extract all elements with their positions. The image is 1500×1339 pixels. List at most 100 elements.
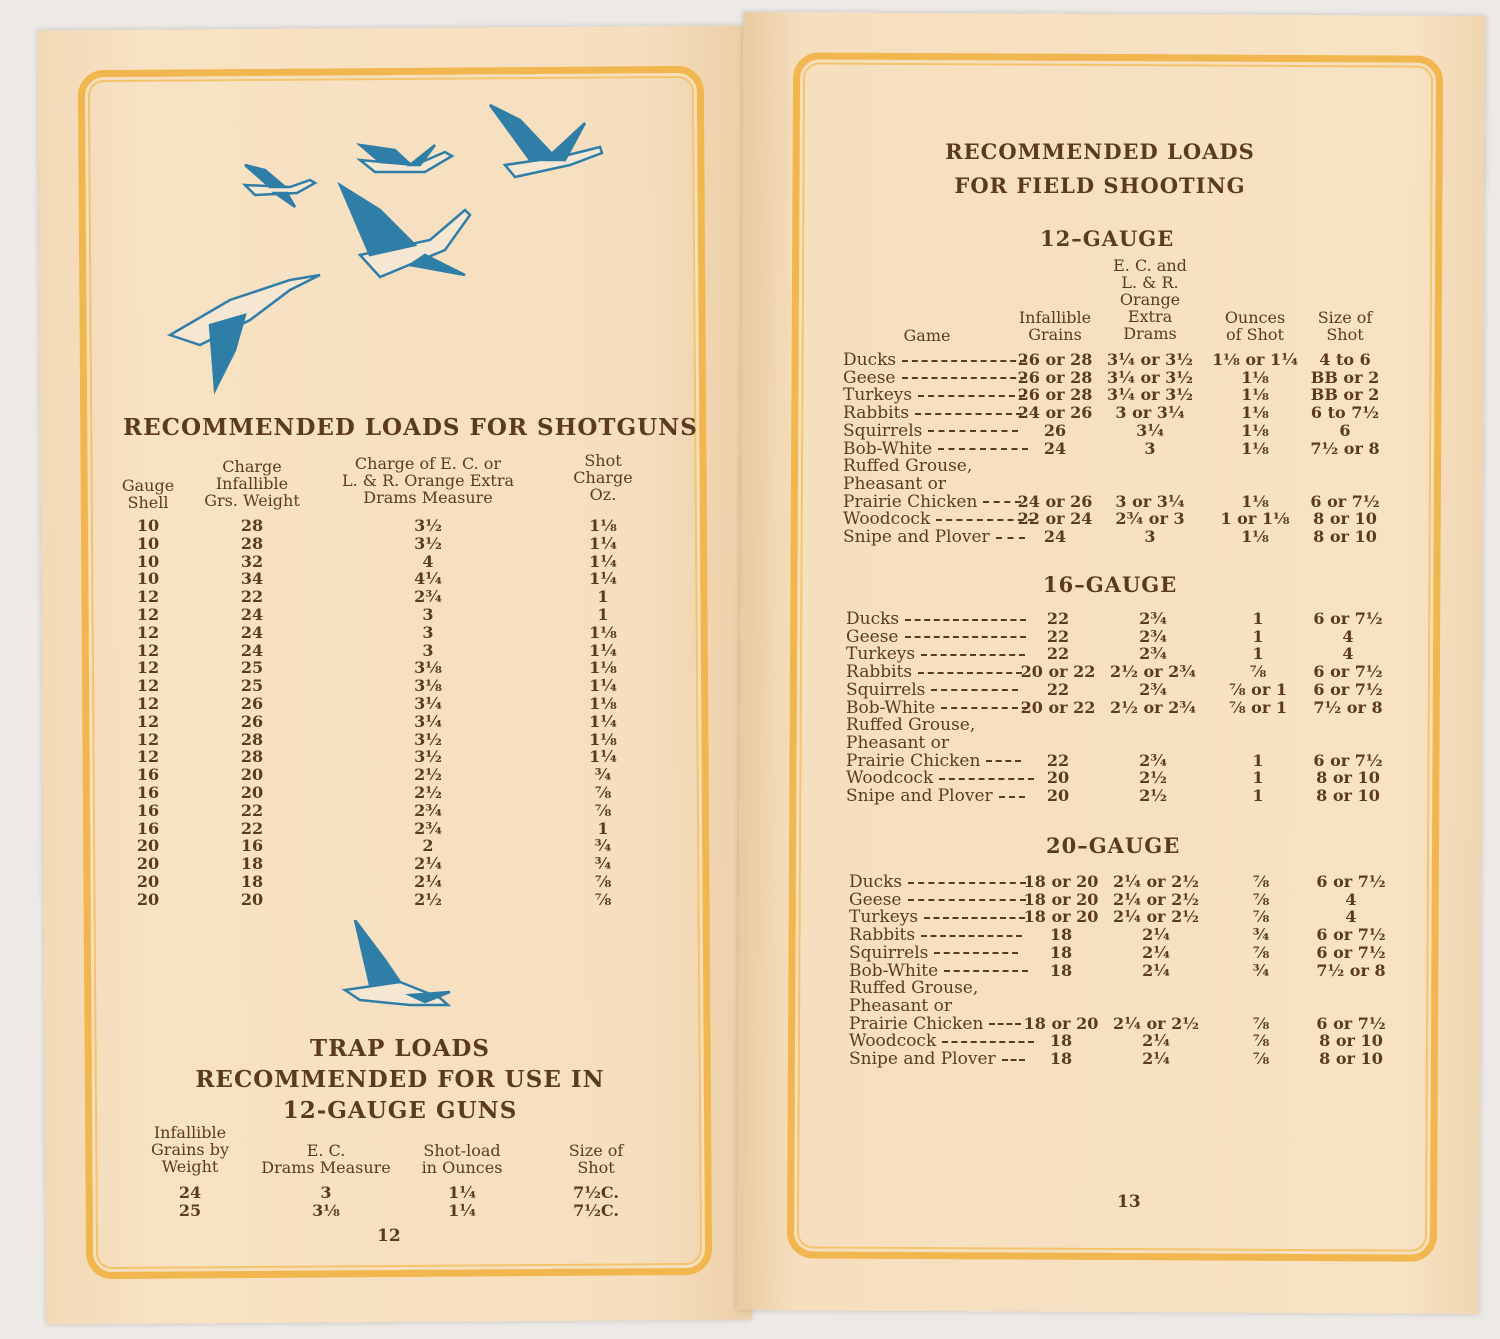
game-name: Rabbits <box>849 926 1022 944</box>
table-cell: ⅞ or 1 <box>1229 697 1287 717</box>
table-cell: ⅞ <box>1252 1049 1270 1068</box>
flying-goose-icon <box>341 920 452 1007</box>
title-line: RECOMMENDED LOADS <box>945 139 1255 164</box>
table-cell: 1⅛ <box>1241 403 1269 423</box>
table-cell: 12 <box>136 622 160 642</box>
table-cell: 3½ <box>414 516 442 535</box>
table-cell: 18 <box>240 872 264 891</box>
table-cell: 3 <box>1144 527 1156 546</box>
table-cell: 1⅛ <box>1241 385 1269 405</box>
table-cell: 1⅛ <box>1241 420 1269 440</box>
table-cell: 12 <box>136 694 160 713</box>
table-cell: 2¼ or 2½ <box>1113 889 1199 909</box>
column-header: Size of Shot <box>568 1141 624 1177</box>
leader-dots <box>938 448 1028 450</box>
table-cell: 3⅛ <box>414 658 442 678</box>
table-cell: 1⅛ <box>589 516 617 535</box>
table-cell: ⅞ <box>594 783 612 802</box>
table-cell: 3 <box>1144 438 1156 458</box>
leader-dots <box>1001 1058 1026 1061</box>
table-cell: 2 <box>422 836 434 856</box>
table-cell: 3 <box>320 1183 332 1202</box>
table-cell: 20 or 22 <box>1020 697 1096 717</box>
title-line: FOR FIELD SHOOTING <box>954 173 1246 198</box>
page-number: 13 <box>1117 1192 1141 1212</box>
table-cell: 12 <box>136 640 160 660</box>
table-cell: 4 to 6 <box>1319 350 1371 369</box>
table-row: 12 25 3⅛ 1¼ <box>0 677 1500 695</box>
table-row: Bob-White 20 or 22 2½ or 2¾ ⅞ or 1 7½ or 8 <box>0 697 1500 717</box>
game-name: Woodcock <box>843 510 1035 528</box>
table-row: Geese 22 2¾ 1 4 <box>0 627 1500 646</box>
leader-dots <box>904 636 1026 639</box>
table-cell: 20 <box>1046 768 1070 788</box>
flying-geese-icon <box>166 103 604 395</box>
table-cell: 24 <box>1043 438 1067 458</box>
table-cell: 20 <box>240 889 264 909</box>
table-cell: 20 <box>136 889 160 909</box>
table-row: 10 34 4¼ 1¼ <box>0 570 1500 588</box>
game-name: Ducks <box>846 610 1027 628</box>
table-cell: 6 or 7½ <box>1313 662 1383 682</box>
column-header: Shot Charge Oz. <box>573 451 633 504</box>
table-cell: 12 <box>136 587 160 607</box>
game-label: Pheasant or <box>849 995 952 1016</box>
leader-dots <box>921 934 1022 937</box>
game-name: Bob-White <box>843 440 1028 458</box>
table-cell: 3½ <box>414 747 442 767</box>
table-cell: ¾ <box>594 836 612 856</box>
table-cell: 8 or 10 <box>1316 786 1380 805</box>
table-row: Pheasant or <box>0 475 1500 493</box>
table-row: 12 28 3½ 1¼ <box>0 748 1500 766</box>
table-cell: 24 <box>240 640 264 660</box>
table-cell: 3⅛ <box>312 1201 340 1220</box>
table-row: Geese 18 or 20 2¼ or 2½ ⅞ 4 <box>0 889 1500 909</box>
table-cell: 1 <box>1252 609 1264 628</box>
table-cell: 2¾ or 3 <box>1115 509 1185 529</box>
column-header: E. C. Drams Measure <box>261 1141 391 1177</box>
table-cell: 8 or 10 <box>1313 509 1377 529</box>
table-cell: 2¾ <box>1139 750 1167 770</box>
game-name: Turkeys <box>849 908 1025 926</box>
table-cell: 10 <box>136 551 160 571</box>
table-cell: 16 <box>240 836 264 856</box>
table-cell: 20 <box>136 872 160 891</box>
table-cell: ⅞ or 1 <box>1229 679 1287 699</box>
table-cell: 22 <box>240 800 264 820</box>
game-name: Turkeys <box>846 645 1025 663</box>
table-cell: BB or 2 <box>1310 367 1380 387</box>
table-cell: 3½ <box>414 533 442 553</box>
table-cell: 18 <box>240 854 264 874</box>
table-cell: 1⅛ <box>1241 367 1269 387</box>
game-label: Snipe and Plover <box>849 1049 996 1069</box>
game-label: Rabbits <box>846 662 913 683</box>
table-cell: 3½ <box>414 729 442 749</box>
table-cell: 26 <box>240 711 264 731</box>
table-cell: 3¼ <box>1136 420 1164 440</box>
table-cell: 3¼ <box>414 711 442 731</box>
table-row: Woodcock 18 2¼ ⅞ 8 or 10 <box>0 1032 1500 1051</box>
table-cell: 22 <box>1046 609 1070 628</box>
table-cell: 20 <box>240 783 264 802</box>
game-name: Ruffed Grouse, <box>846 716 975 734</box>
table-cell: 6 or 7½ <box>1313 609 1383 628</box>
table-row: Turkeys 18 or 20 2¼ or 2½ ⅞ 4 <box>0 908 1500 927</box>
table-cell: 7½C. <box>573 1201 619 1220</box>
trap-title-line: TRAP LOADS <box>310 1035 490 1062</box>
table-row: Ruffed Grouse, <box>0 716 1500 734</box>
table-row: Pheasant or <box>0 734 1500 752</box>
trap-title-line: RECOMMENDED FOR USE IN <box>195 1066 605 1093</box>
column-header: Infallible Grains by Weight <box>151 1123 229 1176</box>
game-name: Prairie Chicken <box>843 491 1022 512</box>
table-row: 12 28 3½ 1⅛ <box>0 729 1500 749</box>
table-row: Rabbits 18 2¼ ¾ 6 or 7½ <box>0 926 1500 945</box>
table-cell: 24 or 26 <box>1017 491 1093 511</box>
table-cell: 3¼ <box>414 694 442 713</box>
table-cell: 24 <box>1043 527 1067 546</box>
table-cell: 25 <box>178 1201 202 1220</box>
table-row: Bob-White 18 2¼ ¾ 7½ or 8 <box>0 961 1500 980</box>
table-cell: 3⅛ <box>414 676 442 696</box>
game-label: Prairie Chicken <box>843 491 978 512</box>
game-name: Geese <box>843 369 1026 387</box>
table-cell: 3 or 3¼ <box>1115 491 1185 511</box>
